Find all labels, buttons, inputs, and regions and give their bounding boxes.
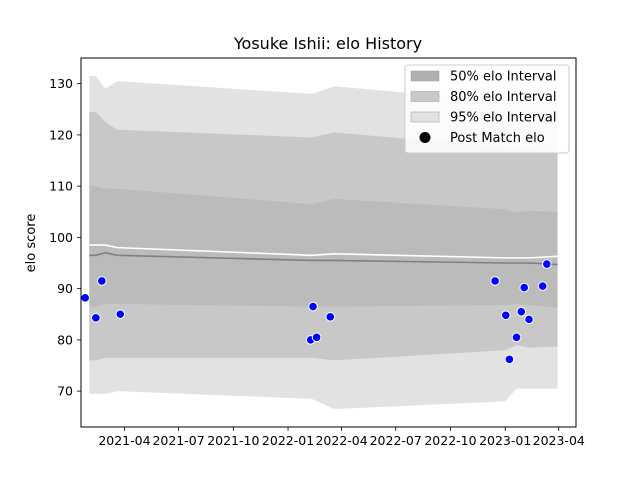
x-tick-label: 2023-01 [479,433,531,448]
post-match-elo-point [519,282,530,293]
post-match-elo-point [511,332,522,343]
post-match-elo-point [311,332,322,343]
legend-swatch-band-95 [410,111,440,123]
post-match-elo-point [500,310,511,321]
legend-swatch-band-50 [410,70,440,82]
plot-frame [80,57,577,428]
x-tick-label: 2023-04 [533,433,585,448]
post-match-elo-point [542,259,552,269]
y-tick-label: 130 [49,76,73,91]
x-tick-label: 2022-04 [315,433,367,448]
post-match-elo-point [490,276,500,286]
legend-label: 50% elo Interval [450,70,557,85]
post-match-elo-point [516,306,527,317]
post-match-elo-point [504,354,515,365]
y-tick-label: 120 [49,127,73,142]
legend-label: 95% elo Interval [450,111,557,126]
chart-title: Yosuke Ishii: elo History [233,34,422,53]
x-tick-label: 2021-04 [98,433,150,448]
post-match-elo-point [91,313,101,323]
y-axis-title: elo score [24,214,39,273]
y-tick-label: 70 [57,384,73,399]
x-tick-label: 2022-10 [424,433,476,448]
post-match-elo-point [524,314,534,325]
post-match-elo-point [308,301,318,312]
legend-box [404,64,570,154]
legend-swatch-post-match [419,132,431,143]
x-tick-label: 2022-07 [370,433,422,448]
post-match-elo-point [537,281,548,291]
post-match-elo-point [115,309,126,320]
x-tick-label: 2021-10 [207,433,259,448]
legend-swatch-band-80 [410,91,440,102]
legend: 50% elo Interval 80% elo Interval 95% elo … [404,64,570,154]
legend-label: Post Match elo [450,131,545,146]
x-tick-label: 2021-07 [152,433,204,448]
mean-elo-line [89,244,558,259]
post-match-elo-point [80,293,90,303]
x-tick-label: 2022-01 [262,433,314,448]
plot-area [80,75,558,410]
y-tick-label: 110 [49,179,73,194]
y-tick-label: 80 [57,332,73,347]
median-elo-line [89,251,558,266]
y-tick-label: 90 [57,281,73,296]
band-50-interval [89,186,558,308]
y-tick-label: 100 [49,230,73,245]
post-match-elo-point [325,312,336,322]
post-match-elo-point [97,276,107,286]
legend-label: 80% elo Interval [450,90,557,105]
